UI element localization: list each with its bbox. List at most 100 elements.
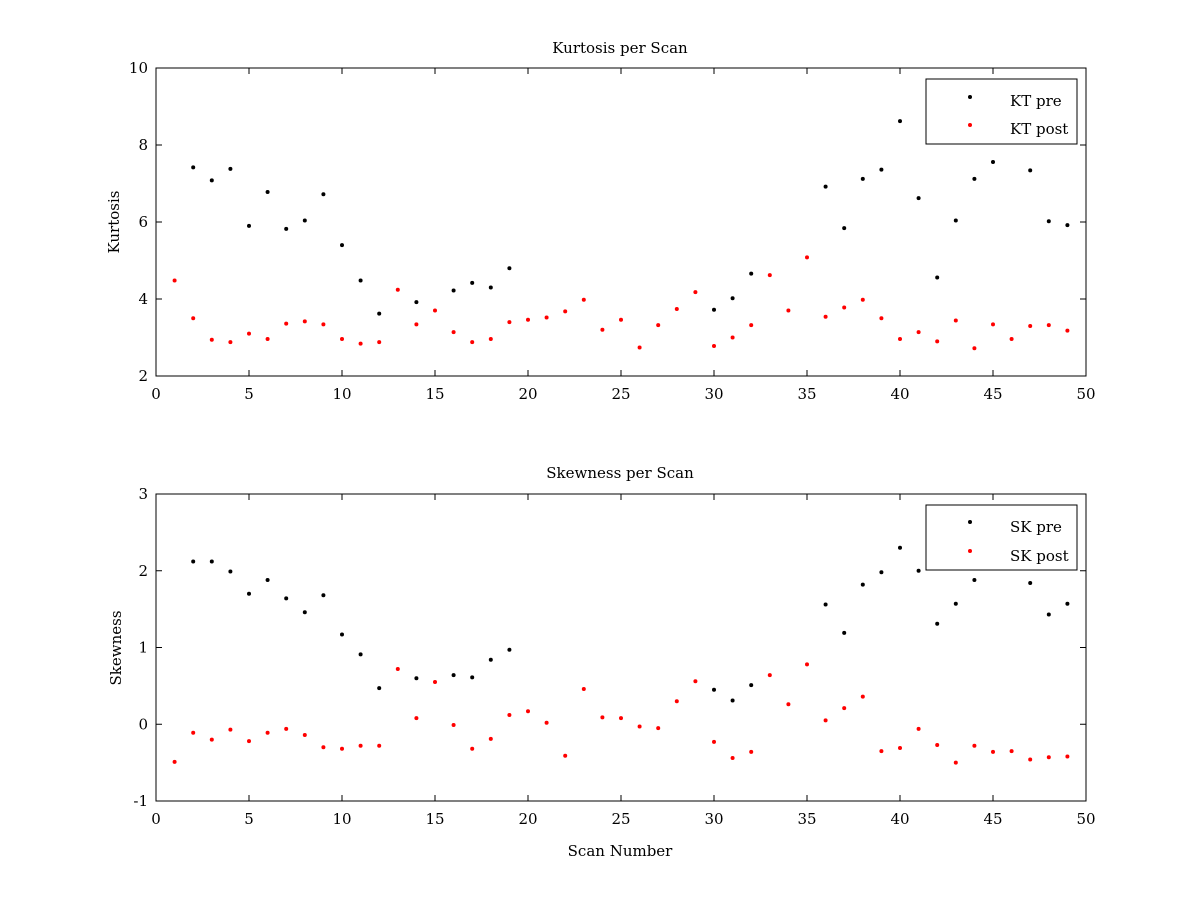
kurtosis-post-point bbox=[916, 330, 921, 335]
kurtosis-x-tick-label: 45 bbox=[983, 385, 1002, 403]
skewness-y-tick-label: 1 bbox=[138, 639, 148, 657]
kurtosis-pre-point bbox=[228, 166, 233, 171]
kurtosis-legend-box bbox=[925, 78, 1078, 145]
kurtosis-post-point bbox=[619, 317, 623, 322]
skewness-post-point bbox=[451, 723, 456, 728]
kurtosis-post-point bbox=[1065, 328, 1070, 333]
skewness-post-point bbox=[340, 746, 344, 751]
kurtosis-post-point bbox=[340, 337, 344, 342]
kurtosis-legend-marker-post bbox=[968, 123, 972, 127]
kurtosis-y-ticks: 2 4 6 8 10 bbox=[129, 59, 1086, 385]
kurtosis-pre-point bbox=[935, 275, 940, 280]
kurtosis-x-tick-label: 30 bbox=[704, 385, 723, 403]
kurtosis-pre-point bbox=[209, 178, 214, 183]
skewness-y-axis-label: Skewness bbox=[107, 610, 125, 685]
skewness-post-point bbox=[358, 743, 363, 748]
skewness-post-point bbox=[637, 724, 642, 729]
skewness-post-point bbox=[247, 739, 251, 744]
skewness-pre-point bbox=[898, 545, 902, 550]
skewness-legend-marker-pre bbox=[968, 520, 972, 524]
kurtosis-post-point bbox=[247, 331, 251, 336]
kurtosis-pre-point bbox=[488, 285, 493, 290]
kurtosis-post-point bbox=[544, 315, 549, 320]
skewness-x-tick-label: 30 bbox=[704, 810, 723, 828]
skewness-pre-point bbox=[321, 593, 326, 598]
kurtosis-x-tick-label: 0 bbox=[151, 385, 161, 403]
skewness-pre-point bbox=[749, 683, 754, 688]
kurtosis-post-point bbox=[860, 297, 865, 302]
skewness-pre-point bbox=[265, 577, 270, 582]
skewness-pre-point bbox=[247, 591, 251, 596]
skewness-post-point bbox=[395, 666, 400, 671]
kurtosis-post-point bbox=[1028, 323, 1033, 328]
skewness-post-point bbox=[972, 743, 977, 748]
kurtosis-x-tick-label: 50 bbox=[1076, 385, 1095, 403]
skewness-legend-label-post: SK post bbox=[1010, 547, 1069, 565]
skewness-pre-point bbox=[935, 621, 940, 626]
skewness-post-point bbox=[1028, 757, 1033, 762]
kurtosis-legend-marker-pre bbox=[968, 95, 972, 99]
kurtosis-post-point bbox=[581, 297, 586, 302]
kurtosis-post-point bbox=[1046, 323, 1051, 328]
skewness-post-point bbox=[507, 713, 512, 718]
skewness-x-tick-label: 15 bbox=[425, 810, 444, 828]
kurtosis-x-tick-label: 35 bbox=[797, 385, 816, 403]
skewness-post-point bbox=[823, 718, 828, 723]
kurtosis-post-point bbox=[637, 345, 642, 350]
skewness-post-point bbox=[191, 730, 196, 735]
kurtosis-post-point bbox=[507, 320, 512, 325]
skewness-pre-point bbox=[1028, 581, 1033, 586]
skewness-x-tick-label: 20 bbox=[518, 810, 537, 828]
kurtosis-y-axis-label: Kurtosis bbox=[105, 191, 123, 254]
kurtosis-post-point bbox=[451, 330, 456, 335]
skewness-post-point bbox=[488, 736, 493, 741]
kurtosis-x-tick-label: 5 bbox=[244, 385, 254, 403]
kurtosis-pre-point bbox=[916, 196, 921, 201]
kurtosis-y-tick-label: 8 bbox=[138, 136, 148, 154]
kurtosis-pre-point bbox=[712, 307, 716, 312]
skewness-pre-point bbox=[284, 596, 289, 601]
kurtosis-y-tick-label: 2 bbox=[138, 367, 148, 385]
skewness-subplot: Skewness per Scan Skewness Scan Number 0… bbox=[107, 464, 1096, 860]
skewness-post-point bbox=[544, 720, 549, 725]
kurtosis-post-point bbox=[842, 305, 847, 310]
skewness-legend-box bbox=[925, 504, 1078, 571]
kurtosis-x-tick-label: 40 bbox=[890, 385, 909, 403]
kurtosis-points bbox=[172, 119, 1070, 351]
skewness-post-point bbox=[730, 756, 735, 761]
kurtosis-pre-point bbox=[321, 192, 326, 197]
kurtosis-post-point bbox=[302, 319, 307, 324]
skewness-post-point bbox=[563, 753, 568, 758]
skewness-post-point bbox=[786, 702, 791, 707]
skewness-post-point bbox=[265, 730, 270, 735]
kurtosis-pre-point bbox=[507, 266, 512, 271]
kurtosis-legend: KT pre KT post bbox=[925, 78, 1078, 145]
skewness-x-tick-label: 45 bbox=[983, 810, 1002, 828]
kurtosis-post-point bbox=[209, 337, 214, 342]
kurtosis-legend-markers bbox=[968, 95, 972, 127]
kurtosis-pre-point bbox=[284, 226, 289, 231]
skewness-legend-markers bbox=[968, 520, 972, 553]
skewness-pre-point bbox=[507, 647, 512, 652]
kurtosis-legend-label-pre: KT pre bbox=[1010, 92, 1062, 110]
skewness-post-point bbox=[600, 715, 605, 720]
skewness-pre-point bbox=[879, 570, 884, 575]
skewness-pre-point bbox=[228, 569, 233, 574]
skewness-x-tick-label: 0 bbox=[151, 810, 161, 828]
skewness-post-point bbox=[470, 746, 475, 751]
kurtosis-post-point bbox=[1009, 337, 1014, 342]
skewness-post-point bbox=[1009, 749, 1014, 754]
skewness-post-point bbox=[284, 726, 289, 731]
skewness-x-axis-label: Scan Number bbox=[568, 842, 674, 860]
kurtosis-post-point bbox=[526, 317, 530, 322]
skewness-pre-point bbox=[712, 687, 716, 692]
skewness-post-point bbox=[860, 694, 865, 699]
skewness-post-point bbox=[805, 662, 809, 667]
kurtosis-y-tick-label: 6 bbox=[138, 213, 148, 231]
kurtosis-pre-point bbox=[730, 296, 735, 301]
kurtosis-pre-point bbox=[1028, 168, 1033, 173]
skewness-x-ticks: 0 5 10 15 20 25 30 35 40 45 50 bbox=[151, 494, 1096, 828]
skewness-post-point bbox=[767, 673, 772, 678]
kurtosis-pre-point bbox=[358, 278, 363, 283]
